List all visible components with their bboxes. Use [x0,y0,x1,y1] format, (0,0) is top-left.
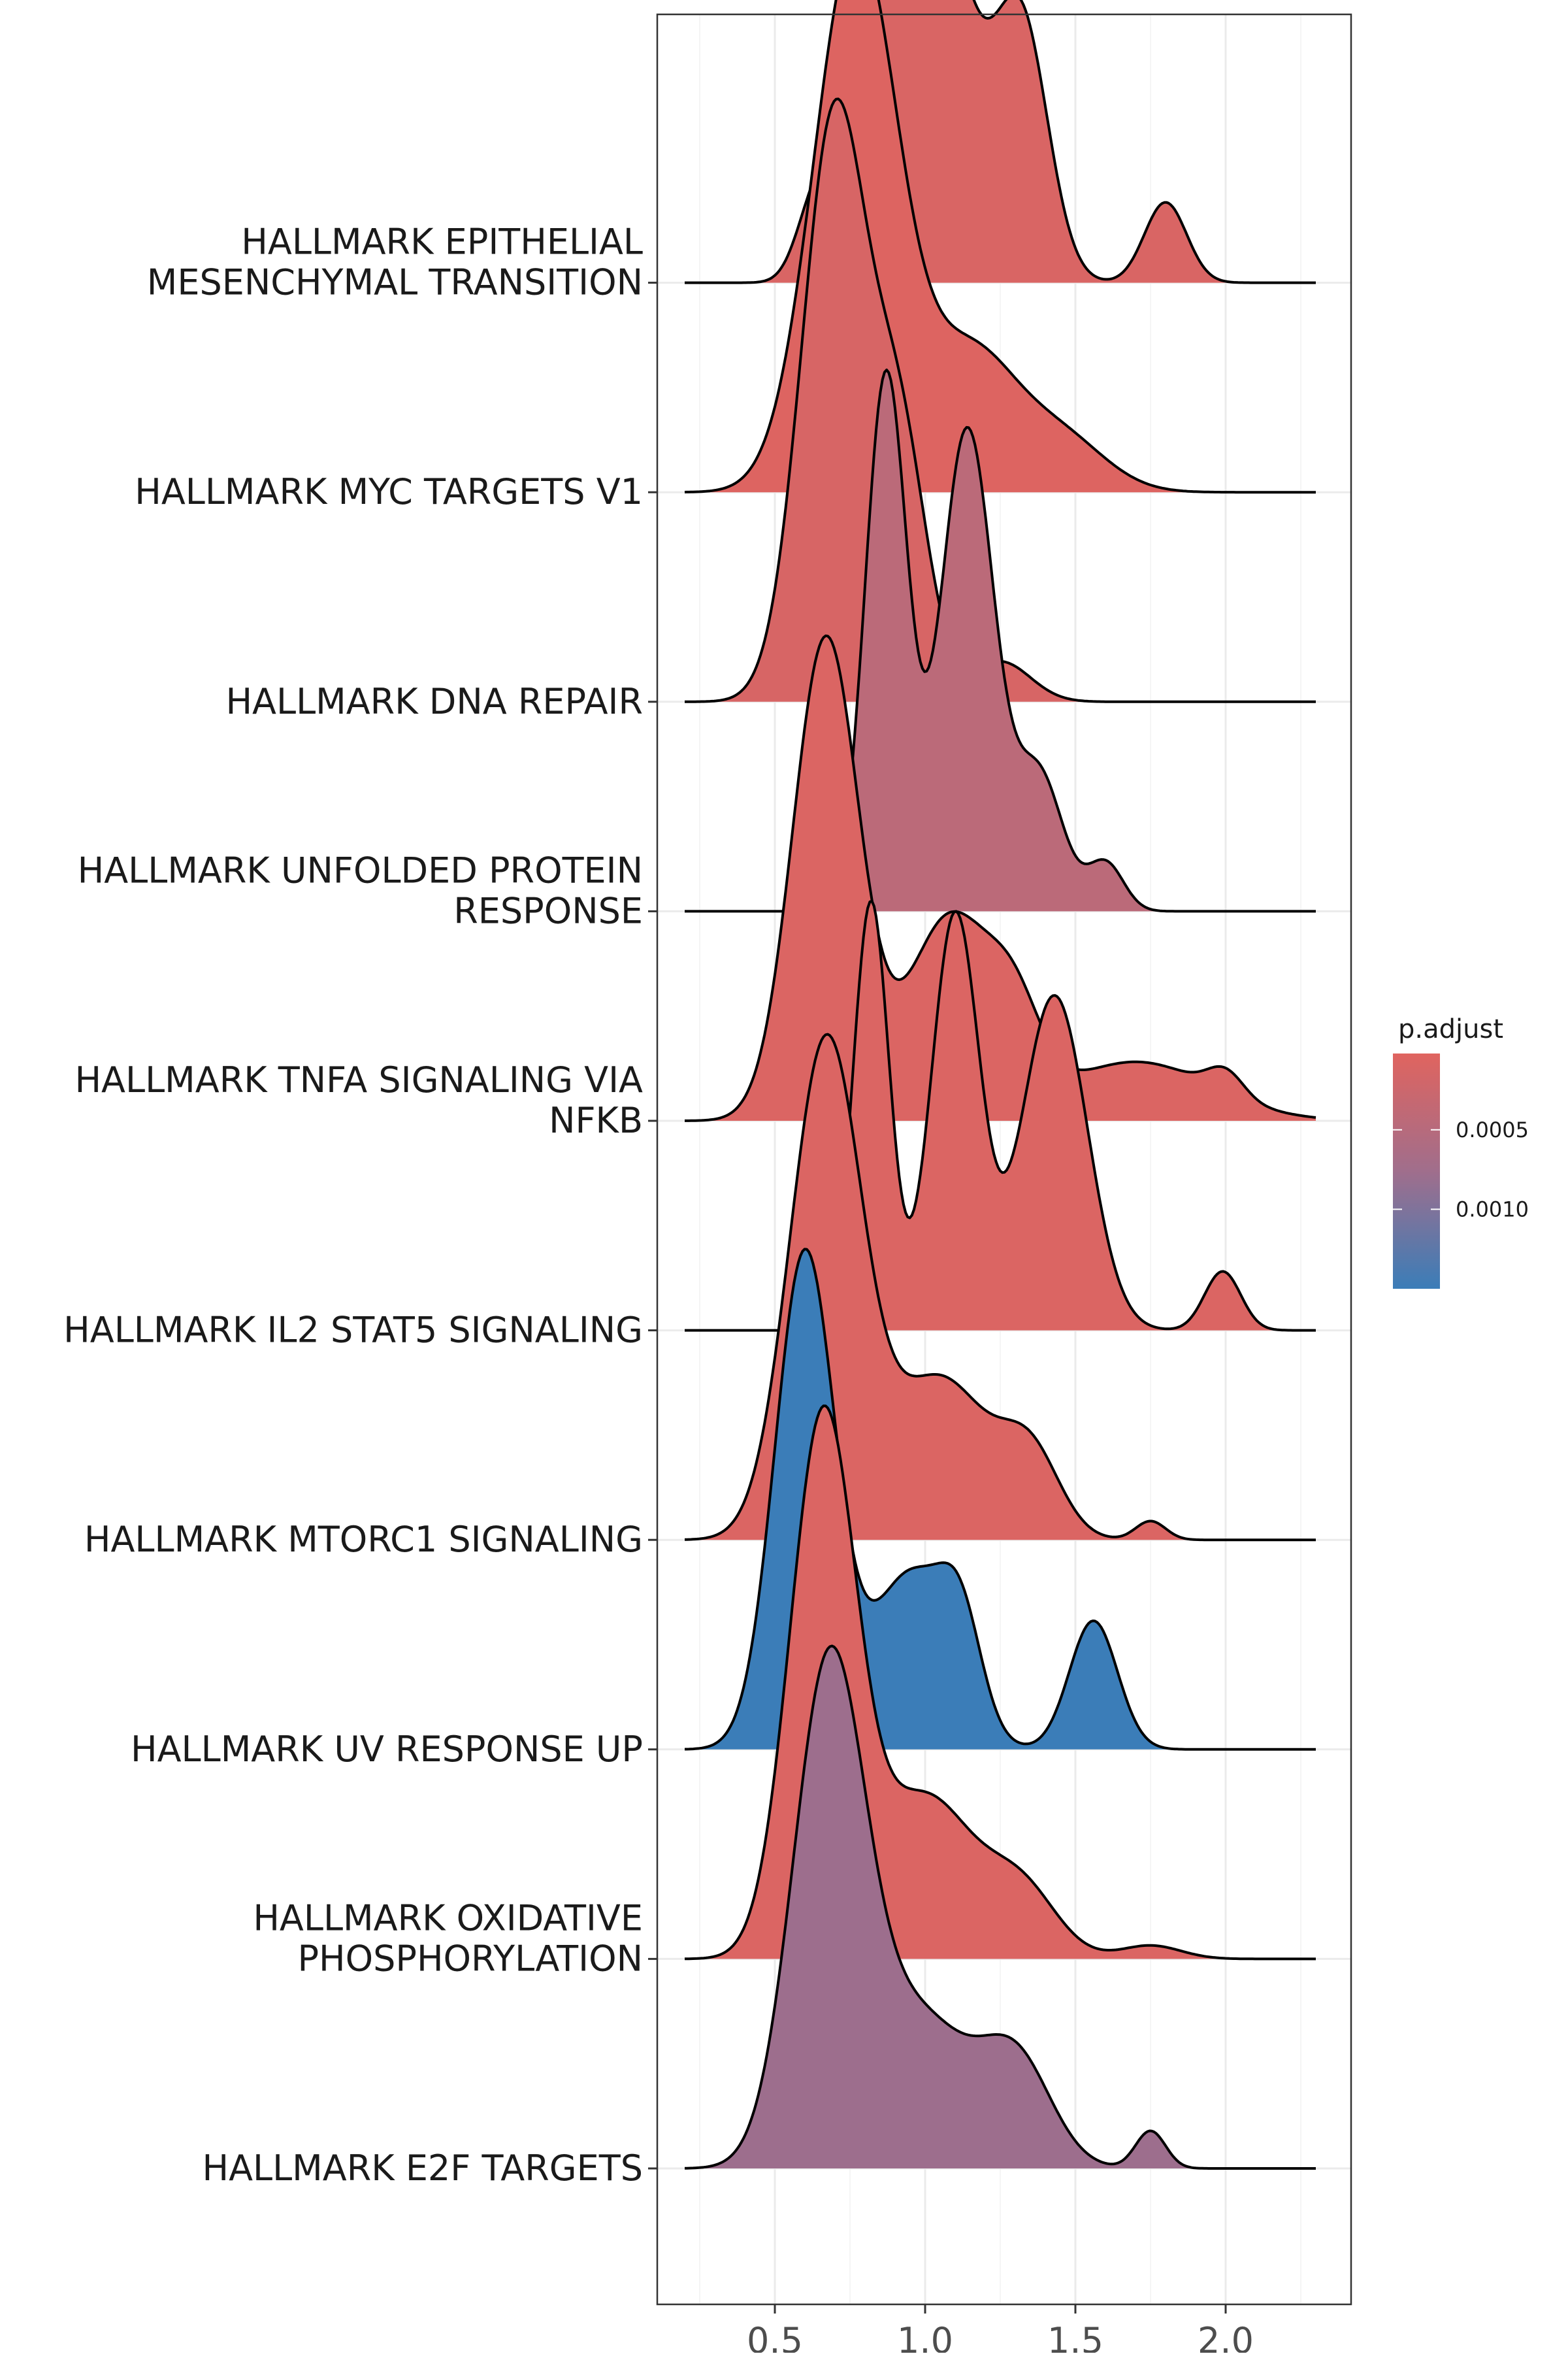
legend-title: p.adjust [1398,1014,1503,1044]
panel-border [656,13,1352,2306]
ridge-outline [685,1033,1316,1542]
y-tick-label: HALLMARK MYC TARGETS V1 [135,471,643,512]
legend-colorbar [1393,1054,1440,1289]
x-tick-label: 1.5 [1047,2320,1103,2353]
y-tick-label: HALLMARK UNFOLDED PROTEIN [78,850,643,891]
y-tick-label: PHOSPHORYLATION [297,1938,643,1979]
y-tick-label: RESPONSE [453,890,643,931]
legend-tick-label: 0.0005 [1456,1118,1529,1142]
ridge-fill [685,99,1316,702]
y-tick-label: HALLMARK TNFA SIGNALING VIA [74,1059,643,1101]
y-tick-label: HALLMARK IL2 STAT5 SIGNALING [63,1310,643,1351]
ridge-fill [685,1034,1316,1540]
y-axis-labels: HALLMARK E2F TARGETS HALLMARK OXIDATIVEPH… [63,222,657,2189]
panel-background [657,14,1351,2304]
ridge-outline [684,1404,1316,1961]
ridge-outline [684,0,1316,494]
y-tick-label: HALLMARK OXIDATIVE [253,1897,643,1938]
y-tick-label: MESENCHYMAL TRANSITION [147,262,643,303]
y-tick-label: HALLMARK E2F TARGETS [202,2148,643,2189]
legend-tick-label: 0.0010 [1456,1197,1529,1221]
ridge-outline [685,1248,1316,1751]
y-tick-label: NFKB [549,1100,643,1141]
y-tick-label: HALLMARK EPITHELIAL [241,222,643,263]
ridge-outline [685,634,1316,1122]
y-tick-label: HALLMARK DNA REPAIR [225,681,643,722]
y-tick-label: HALLMARK UV RESPONSE UP [131,1729,643,1770]
ridges [684,0,1316,2170]
ridge-fill [685,635,1316,1121]
x-tick-label: 1.0 [897,2320,953,2353]
ridge-fill [685,370,1316,912]
ridge-outline [685,1644,1316,2170]
x-axis-ticks: 0.5 1.0 1.5 2.0 [747,2304,1254,2356]
ridge-fill [685,1646,1316,2168]
ridge-outline [685,0,1316,284]
y-tick-label: HALLMARK MTORC1 SIGNALING [84,1519,643,1560]
x-tick-label: 0.5 [747,2320,803,2353]
legend: p.adjust 0.0005 0.0010 [1393,1014,1529,1289]
x-tick-label: 2.0 [1198,2320,1254,2353]
